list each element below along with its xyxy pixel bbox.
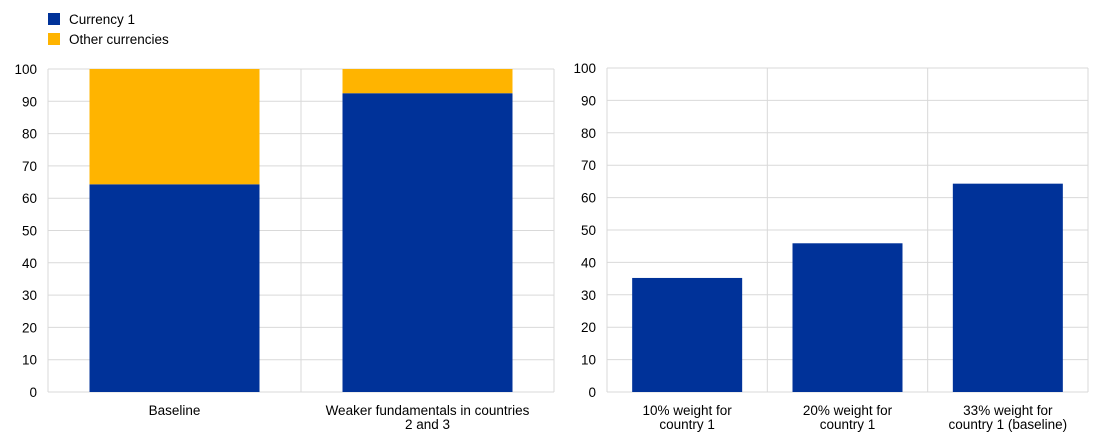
left-x-tick-1-line-1: 2 and 3	[405, 417, 450, 432]
right-y-tick-40: 40	[581, 255, 596, 270]
right-y-tick-100: 100	[573, 61, 596, 76]
left-bar-1-series-0	[342, 93, 513, 392]
left-y-tick-40: 40	[22, 256, 37, 271]
right-y-tick-30: 30	[581, 288, 596, 303]
left-y-tick-80: 80	[22, 127, 37, 142]
chart-legend: Currency 1 Other currencies	[48, 9, 169, 49]
right-y-tick-90: 90	[581, 93, 596, 108]
left-y-tick-100: 100	[14, 62, 37, 77]
legend-label-other-currencies: Other currencies	[69, 31, 169, 47]
right-x-tick-2-line-0: 33% weight for	[963, 403, 1053, 418]
left-y-tick-60: 60	[22, 191, 37, 206]
left-bar-0-series-1	[89, 69, 260, 185]
right-y-tick-60: 60	[581, 191, 596, 206]
right-x-tick-1-line-0: 20% weight for	[803, 403, 893, 418]
left-bar-0-series-0	[89, 184, 260, 392]
right-y-tick-10: 10	[581, 353, 596, 368]
left-y-tick-90: 90	[22, 94, 37, 109]
legend-item-currency-1: Currency 1	[48, 9, 169, 29]
left-x-tick-0-line-0: Baseline	[149, 403, 201, 418]
legend-swatch-currency-1	[48, 13, 60, 25]
left-y-tick-0: 0	[29, 385, 37, 400]
right-x-tick-2-line-1: country 1 (baseline)	[949, 417, 1068, 432]
right-y-tick-70: 70	[581, 158, 596, 173]
right-y-tick-50: 50	[581, 223, 596, 238]
left-y-tick-50: 50	[22, 224, 37, 239]
left-y-tick-10: 10	[22, 353, 37, 368]
right-x-tick-0-line-1: country 1	[659, 417, 715, 432]
left-y-tick-70: 70	[22, 159, 37, 174]
right-x-tick-1-line-1: country 1	[820, 417, 876, 432]
legend-swatch-other-currencies	[48, 33, 60, 45]
legend-item-other-currencies: Other currencies	[48, 29, 169, 49]
left-x-tick-1-line-0: Weaker fundamentals in countries	[326, 403, 530, 418]
left-y-tick-30: 30	[22, 288, 37, 303]
left-y-tick-20: 20	[22, 320, 37, 335]
right-x-tick-0-line-0: 10% weight for	[643, 403, 733, 418]
right-y-tick-0: 0	[588, 385, 596, 400]
right-y-tick-20: 20	[581, 320, 596, 335]
right-bar-1-series-0	[792, 243, 903, 392]
left-bar-1-series-1	[342, 69, 513, 94]
legend-label-currency-1: Currency 1	[69, 11, 136, 27]
right-bar-0-series-0	[632, 277, 743, 392]
right-y-tick-80: 80	[581, 126, 596, 141]
right-bar-2-series-0	[952, 183, 1063, 392]
